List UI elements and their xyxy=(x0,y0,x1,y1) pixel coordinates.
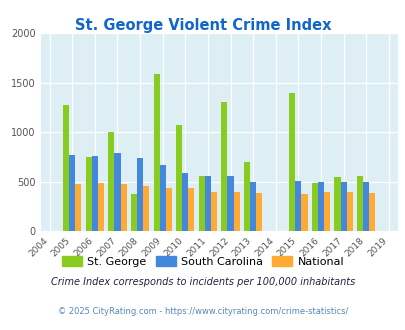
Bar xyxy=(301,194,307,231)
Bar xyxy=(165,188,171,231)
Bar xyxy=(221,102,227,231)
Bar xyxy=(114,153,120,231)
Bar xyxy=(188,188,194,231)
Bar xyxy=(176,125,182,231)
Bar xyxy=(92,156,98,231)
Bar xyxy=(323,192,329,231)
Text: © 2025 CityRating.com - https://www.cityrating.com/crime-statistics/: © 2025 CityRating.com - https://www.city… xyxy=(58,307,347,316)
Bar xyxy=(317,182,323,231)
Bar xyxy=(85,157,92,231)
Bar xyxy=(334,177,340,231)
Bar xyxy=(159,165,165,231)
Bar xyxy=(120,184,126,231)
Bar xyxy=(346,192,352,231)
Bar xyxy=(211,192,217,231)
Bar xyxy=(369,193,375,231)
Bar xyxy=(243,162,249,231)
Bar xyxy=(249,182,256,231)
Bar xyxy=(143,186,149,231)
Bar xyxy=(288,93,294,231)
Bar xyxy=(137,158,143,231)
Bar xyxy=(311,183,317,231)
Bar xyxy=(256,193,262,231)
Bar xyxy=(362,182,369,231)
Bar xyxy=(108,132,114,231)
Bar xyxy=(205,176,211,231)
Bar xyxy=(340,182,346,231)
Bar xyxy=(198,176,205,231)
Text: St. George Violent Crime Index: St. George Violent Crime Index xyxy=(75,18,330,33)
Bar xyxy=(98,183,104,231)
Text: Crime Index corresponds to incidents per 100,000 inhabitants: Crime Index corresponds to incidents per… xyxy=(51,278,354,287)
Bar xyxy=(227,176,233,231)
Bar xyxy=(75,184,81,231)
Bar xyxy=(356,176,362,231)
Bar xyxy=(182,173,188,231)
Bar xyxy=(233,192,239,231)
Bar xyxy=(63,105,69,231)
Bar xyxy=(294,181,301,231)
Bar xyxy=(69,155,75,231)
Bar xyxy=(153,74,159,231)
Bar xyxy=(131,194,137,231)
Legend: St. George, South Carolina, National: St. George, South Carolina, National xyxy=(57,251,348,271)
